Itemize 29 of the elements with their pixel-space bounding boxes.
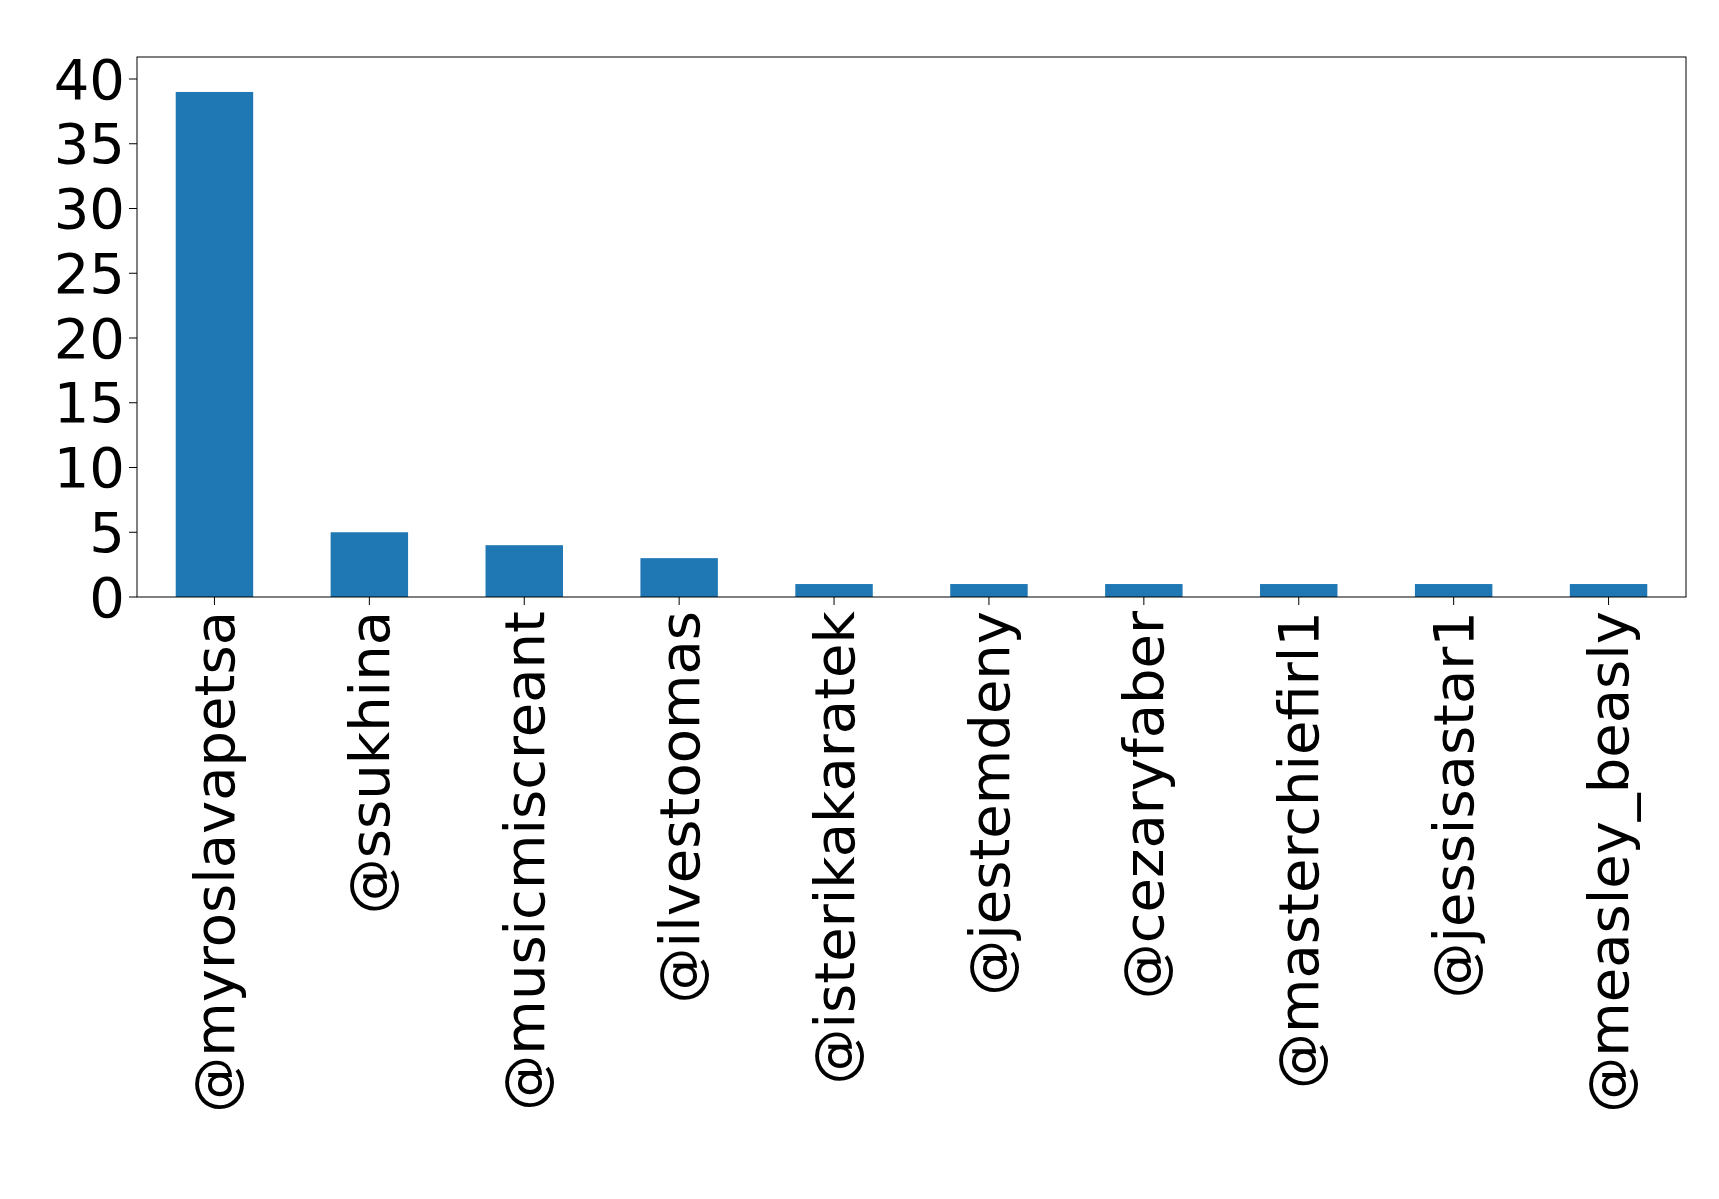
x-tick-label: @jestemdeny (956, 611, 1022, 996)
y-tick-label: 20 (53, 305, 125, 371)
bar (1260, 584, 1338, 597)
y-tick-label: 35 (53, 111, 125, 177)
bar (950, 584, 1028, 597)
x-tick-label: @isterikakaratek (801, 610, 867, 1085)
x-tick-label: @cezaryfaber (1111, 610, 1177, 1000)
y-tick-label: 25 (53, 240, 125, 306)
bar (485, 545, 563, 597)
x-tick-label: @masterchiefirl1 (1266, 611, 1332, 1090)
bar (175, 91, 254, 597)
x-tick-label: @jessisastar1 (1421, 611, 1487, 999)
y-tick-label: 5 (89, 499, 125, 565)
x-tick-label: @myroslavapetsa (182, 611, 248, 1113)
bar (1569, 584, 1648, 597)
y-tick-label: 10 (53, 435, 125, 501)
y-tick-label: 30 (53, 176, 125, 242)
x-tick-label: @ssukhina (336, 611, 402, 915)
bar (330, 532, 409, 597)
y-tick-label: 40 (53, 46, 125, 112)
y-tick-label: 15 (53, 370, 125, 436)
bar (1105, 584, 1183, 597)
bar (1414, 584, 1493, 597)
bar (640, 558, 718, 597)
x-tick-label: @musicmiscreant (491, 611, 557, 1111)
x-tick-label: @measley_beasly (1576, 611, 1642, 1113)
y-tick-label: 0 (89, 564, 125, 630)
x-tick-label: @ilvestoomas (646, 611, 712, 1004)
bar (795, 584, 873, 597)
